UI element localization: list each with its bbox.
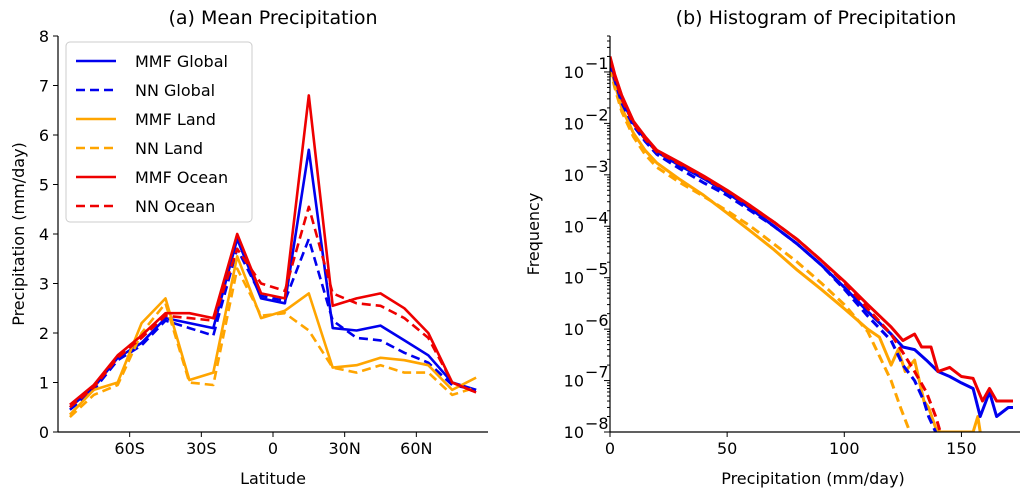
panel-a-x-tick-label: 30N — [329, 439, 361, 458]
panel-b-y-tick-base: 10 — [564, 320, 584, 339]
panel-a-legend-label: NN Global — [135, 81, 215, 100]
panel-a-x-tick-label: 0 — [268, 439, 278, 458]
panel-b-y-tick-exponent: −6 — [585, 311, 609, 330]
panel-b-y-tick-exponent: −4 — [585, 208, 609, 227]
panel-b-y-tick-base: 10 — [564, 114, 584, 133]
panel-b-y-tick-base: 10 — [564, 372, 584, 391]
panel-a-x-label: Latitude — [240, 469, 306, 488]
panel-b-y-tick-exponent: −8 — [585, 414, 609, 433]
panel-a-legend-label: MMF Ocean — [135, 168, 228, 187]
panel-a-y-tick-label: 8 — [39, 27, 49, 46]
panel-b-x-tick-label: 150 — [946, 439, 977, 458]
panel-b-series-line-nn-ocean — [610, 58, 942, 432]
panel-a-y-tick-label: 0 — [39, 423, 49, 442]
panel-a-series-line-nn-global — [69, 237, 477, 411]
panel-b-y-tick-base: 10 — [564, 217, 584, 236]
panel-a-legend-label: MMF Global — [135, 52, 228, 71]
panel-a-plot-area — [68, 94, 477, 419]
panel-b-x-tick-label: 100 — [829, 439, 860, 458]
panel-b-y-tick-exponent: −5 — [585, 260, 609, 279]
panel-b-x-tick-label: 0 — [605, 439, 615, 458]
panel-a-y-tick-label: 6 — [39, 126, 49, 145]
panel-b-y-tick-exponent: −3 — [585, 157, 609, 176]
panel-a-x-ticks: 60S 30S 0 30N 60N — [114, 432, 432, 458]
panel-a-mean-precipitation: (a) Mean Precipitation 60S 30S 0 30N 60N 0 1 2… — [9, 7, 488, 488]
panel-a-y-tick-label: 1 — [39, 374, 49, 393]
panel-a-y-tick-label: 3 — [39, 275, 49, 294]
panel-b-histogram: (b) Histogram of Precipitation 0 50 100 150… — [524, 7, 1020, 488]
panel-b-y-tick-exponent: −1 — [585, 54, 609, 73]
panel-b-plot-area — [610, 56, 1013, 432]
panel-b-y-tick-base: 10 — [564, 63, 584, 82]
panel-b-x-ticks: 0 50 100 150 — [605, 432, 977, 458]
panel-a-series-line-mmf-global — [69, 148, 477, 409]
panel-b-x-label: Precipitation (mm/day) — [721, 469, 905, 488]
panel-a-x-tick-label: 30S — [186, 439, 217, 458]
panel-a-y-tick-label: 5 — [39, 176, 49, 195]
panel-a-series-line-mmf-land — [68, 254, 477, 416]
panel-a-y-tick-label: 7 — [39, 77, 49, 96]
panel-b-y-tick-base: 10 — [564, 269, 584, 288]
panel-a-legend-label: NN Ocean — [135, 197, 215, 216]
panel-b-y-tick-base: 10 — [564, 423, 584, 442]
panel-a-series-line-mmf-ocean — [69, 94, 477, 406]
panel-b-title: (b) Histogram of Precipitation — [676, 7, 957, 29]
panel-b-y-ticks: 10−810−710−610−510−410−310−210−1 — [564, 35, 610, 442]
panel-b-y-tick-base: 10 — [564, 166, 584, 185]
panel-a-series-line-nn-land — [69, 267, 477, 419]
panel-b-y-label: Frequency — [524, 193, 543, 276]
panel-a-series-line-nn-ocean — [69, 205, 477, 409]
panel-a-x-tick-label: 60S — [114, 439, 145, 458]
panel-a-y-label: Precipitation (mm/day) — [9, 142, 28, 326]
panel-a-legend-label: MMF Land — [135, 110, 216, 129]
panel-b-series-line-nn-land — [610, 67, 912, 432]
panel-a-legend-label: NN Land — [135, 139, 203, 158]
panel-b-y-tick-exponent: −7 — [585, 363, 609, 382]
panel-a-y-tick-label: 4 — [39, 225, 49, 244]
panel-b-y-tick-exponent: −2 — [585, 105, 609, 124]
panel-a-y-tick-label: 2 — [39, 324, 49, 343]
panel-b-x-tick-label: 50 — [717, 439, 737, 458]
panel-b-series-line-mmf-land — [610, 64, 982, 432]
panel-a-x-tick-label: 60N — [400, 439, 432, 458]
panel-a-legend: MMF Global NN Global MMF Land NN Land MMF Oc… — [65, 41, 253, 223]
panel-b-series-line-mmf-global — [610, 59, 1013, 418]
panel-b-series-line-mmf-ocean — [610, 56, 1013, 403]
panel-a-title: (a) Mean Precipitation — [168, 7, 377, 29]
panel-a-y-ticks: 0 1 2 3 4 5 6 7 8 — [39, 27, 58, 442]
